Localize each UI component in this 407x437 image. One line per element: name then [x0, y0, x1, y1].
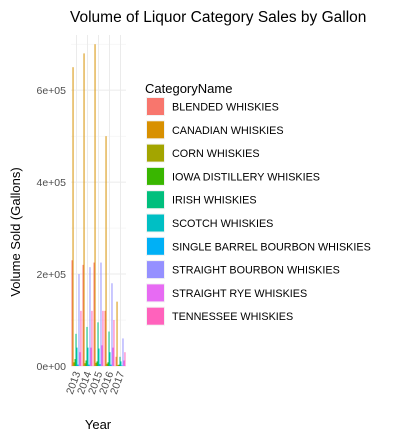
bar [116, 301, 118, 366]
bar [85, 360, 87, 366]
legend-label: IRISH WHISKIES [172, 195, 257, 207]
legend-swatch [147, 237, 164, 255]
chart-title: Volume of Liquor Category Sales by Gallo… [70, 9, 366, 26]
y-tick-label: 6e+05 [37, 85, 67, 97]
legend-label: CORN WHISKIES [172, 148, 260, 160]
bar [87, 347, 89, 366]
bar [90, 347, 92, 366]
bar [109, 352, 111, 366]
bar [84, 363, 86, 366]
x-axis-title: Year [85, 417, 112, 432]
bar [89, 267, 91, 366]
legend-label: STRAIGHT BOURBON WHISKIES [172, 265, 340, 277]
bar [119, 356, 121, 366]
legend-swatch [147, 121, 164, 139]
bar [79, 352, 81, 366]
bar [98, 348, 100, 366]
bar [120, 361, 122, 366]
bar [115, 356, 117, 366]
bar [94, 44, 96, 366]
bar [113, 320, 115, 366]
y-axis-title: Volume Sold (Gallons) [8, 167, 23, 296]
bar [74, 359, 76, 366]
bar [104, 310, 106, 366]
legend-swatch [147, 307, 164, 325]
bar [112, 347, 114, 366]
y-tick-label: 4e+05 [37, 177, 67, 189]
bar [91, 310, 93, 366]
bar [82, 264, 84, 366]
legend-label: TENNESSEE WHISKIES [172, 311, 293, 323]
bar [123, 360, 125, 366]
bar [78, 274, 80, 366]
bar [110, 364, 112, 366]
bar [99, 364, 101, 366]
bar [93, 262, 95, 366]
bar [106, 363, 108, 366]
bar [102, 310, 104, 366]
bar [101, 345, 103, 366]
legend-label: IOWA DISTILLERY WHISKIES [172, 171, 320, 183]
legend: CategoryName BLENDED WHISKIES CANADIAN WH… [145, 81, 371, 326]
legend-swatch [147, 261, 164, 279]
bar [96, 361, 98, 366]
legend-title: CategoryName [145, 81, 232, 96]
bars [71, 44, 126, 367]
legend-label: BLENDED WHISKIES [172, 102, 279, 114]
bar [88, 364, 90, 366]
y-tick-label: 0e+00 [37, 361, 67, 373]
legend-swatch [147, 214, 164, 232]
bar [117, 365, 119, 366]
bar [105, 136, 107, 366]
grid [71, 35, 126, 367]
bar [71, 260, 73, 366]
bar [97, 322, 99, 366]
bar [77, 364, 79, 366]
bar [100, 262, 102, 366]
bar [72, 67, 74, 367]
y-tick-label: 2e+05 [37, 269, 67, 281]
legend-swatch [147, 284, 164, 302]
bar [107, 362, 109, 366]
bar [83, 53, 85, 367]
bar [76, 347, 78, 366]
bar [75, 333, 77, 366]
legend-swatch [147, 98, 164, 115]
bar [80, 310, 82, 366]
bar [86, 326, 88, 366]
legend-label: SCOTCH WHISKIES [172, 218, 273, 230]
bar [95, 362, 97, 366]
legend-swatch [147, 144, 164, 162]
bar [73, 362, 75, 366]
bar [111, 283, 113, 366]
bar [118, 364, 120, 366]
bar [124, 352, 126, 366]
legend-swatch [147, 191, 164, 209]
legend-label: SINGLE BARREL BOURBON WHISKIES [172, 241, 371, 253]
bar [122, 338, 124, 366]
bar [108, 331, 110, 366]
legend-label: CANADIAN WHISKIES [172, 125, 284, 137]
legend-swatch [147, 167, 164, 185]
legend-label: STRAIGHT RYE WHISKIES [172, 288, 307, 300]
